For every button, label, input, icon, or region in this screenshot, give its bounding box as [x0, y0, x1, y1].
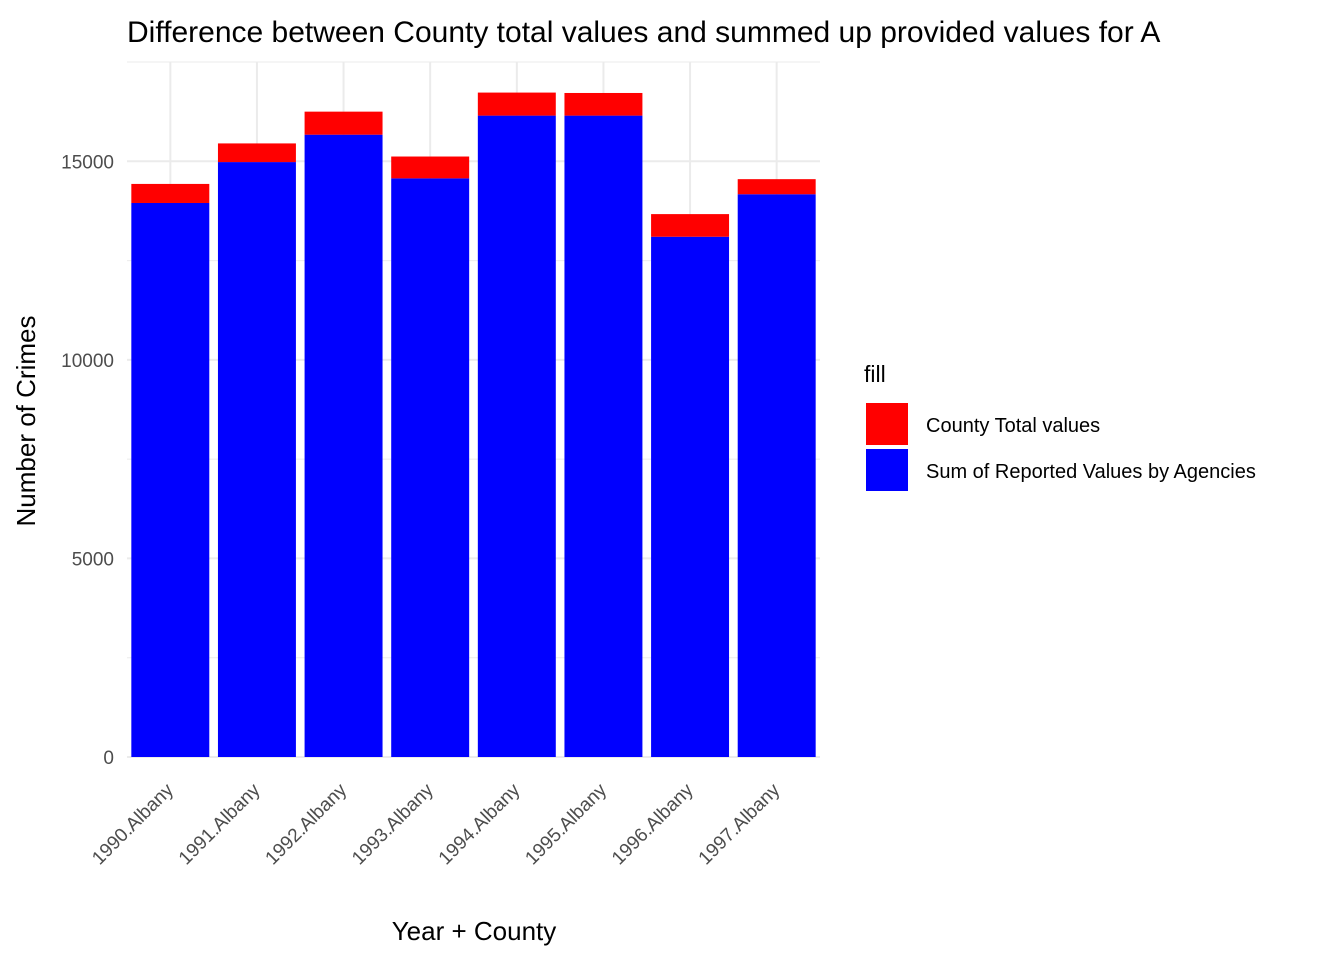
y-tick-labels: 0 5000 10000 15000 [61, 152, 114, 769]
bar-segment [564, 115, 643, 758]
x-tick-label: 1990.Albany [88, 779, 178, 869]
legend-label: Sum of Reported Values by Agencies [926, 461, 1256, 483]
x-tick-label: 1992.Albany [262, 779, 352, 869]
chart-title: Difference between County total values a… [127, 16, 1160, 49]
x-tick-label: 1997.Albany [695, 779, 785, 869]
bar-segment [737, 179, 816, 195]
bars [131, 92, 816, 758]
legend-title: fill [864, 361, 886, 387]
bar-segment [217, 162, 296, 757]
x-tick-label: 1994.Albany [435, 779, 525, 869]
bar-segment [131, 202, 210, 757]
y-tick-label: 15000 [61, 152, 114, 173]
bar-segment [304, 134, 383, 758]
x-tick-label: 1996.Albany [608, 779, 698, 869]
x-tick-label: 1995.Albany [521, 779, 611, 869]
legend-swatch [866, 403, 908, 445]
legend-label: County Total values [926, 415, 1100, 437]
bar-segment [651, 214, 730, 237]
bar-segment [477, 92, 556, 116]
legend: fill County Total values Sum of Reported … [864, 361, 1256, 491]
bar-segment [304, 111, 383, 135]
bar-segment [391, 156, 470, 179]
bar-segment [391, 178, 470, 757]
y-tick-label: 0 [103, 748, 114, 769]
y-tick-label: 10000 [61, 351, 114, 372]
x-tick-labels: 1990.Albany1991.Albany1992.Albany1993.Al… [88, 779, 784, 869]
y-axis-title: Number of Crimes [11, 316, 41, 527]
bar-segment [737, 194, 816, 758]
bar-segment [477, 115, 556, 758]
bar-segment [217, 143, 296, 163]
legend-swatch [866, 449, 908, 491]
bar-segment [651, 236, 730, 757]
bar-segment [131, 183, 210, 203]
bar-segment [564, 92, 643, 116]
x-tick-label: 1991.Albany [175, 779, 265, 869]
x-tick-label: 1993.Albany [348, 779, 438, 869]
x-axis-title: Year + County [392, 916, 557, 946]
y-tick-label: 5000 [72, 549, 114, 570]
